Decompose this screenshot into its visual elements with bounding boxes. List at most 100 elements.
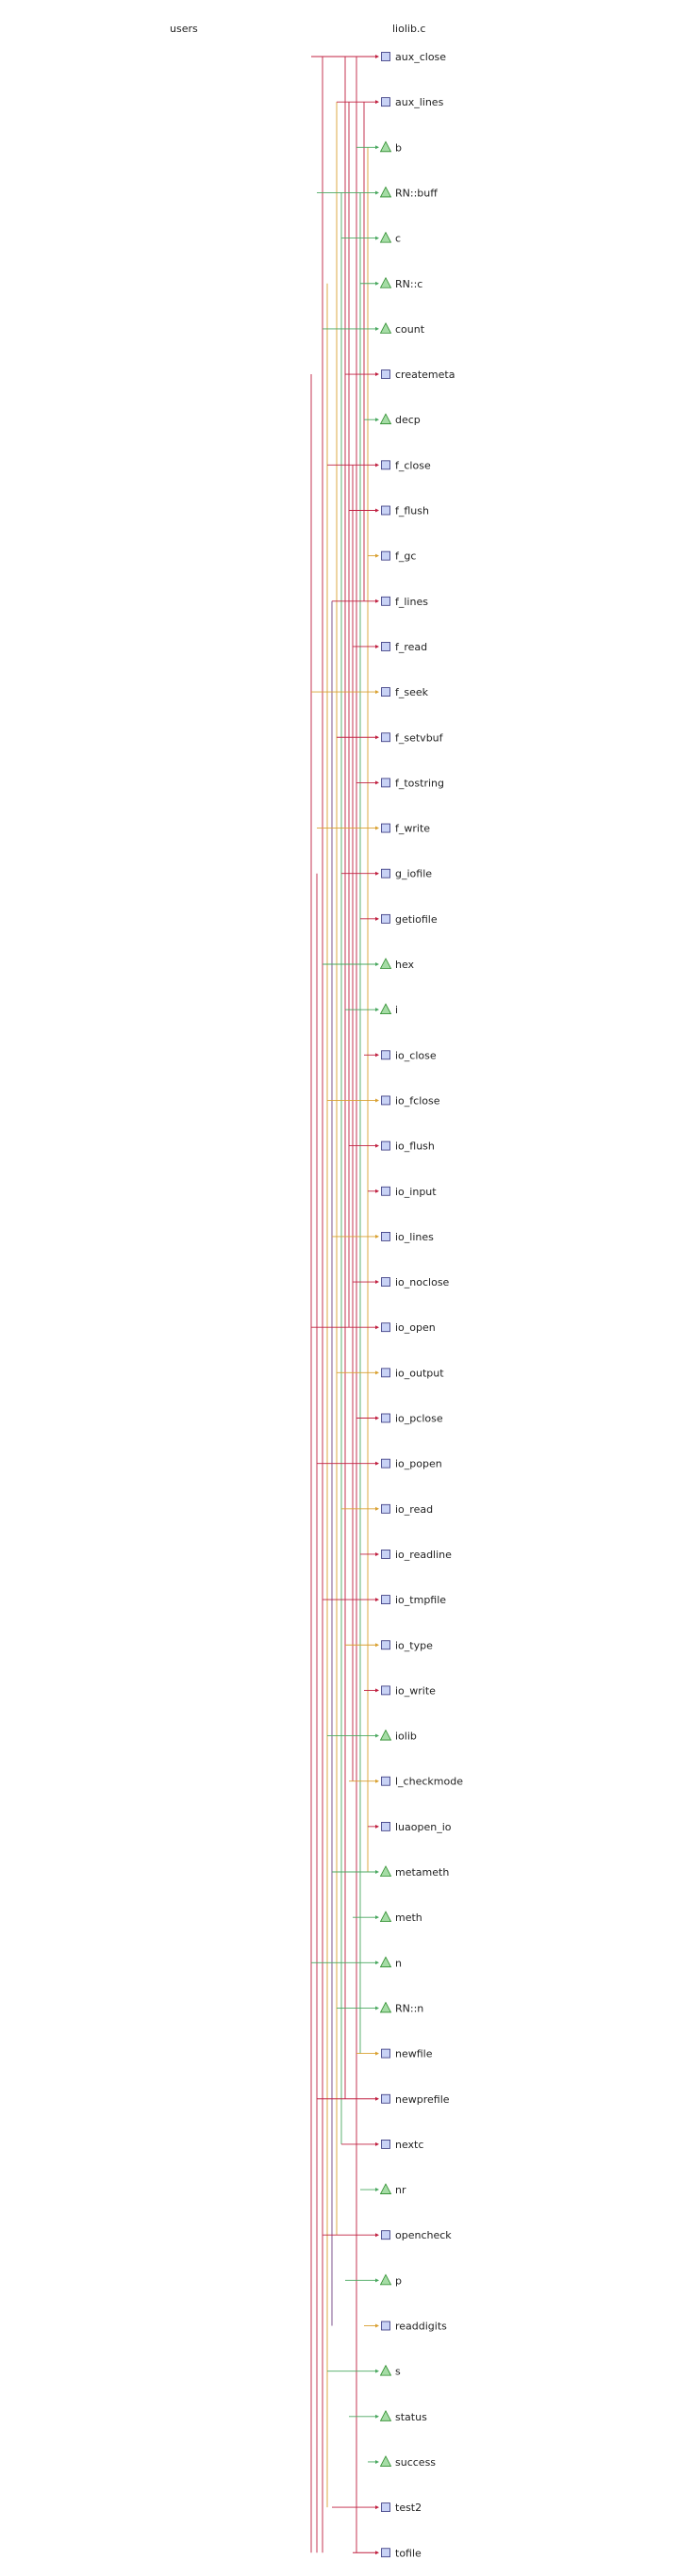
- arrow-head: [375, 1461, 379, 1466]
- symbol-label: f_tostring: [395, 777, 444, 789]
- arrow-head: [375, 735, 379, 740]
- function-icon: [381, 2321, 390, 2331]
- arrow-head: [375, 1551, 379, 1556]
- arrow-head: [375, 2369, 379, 2373]
- symbol-label: nextc: [395, 2139, 423, 2151]
- symbol-label: aux_lines: [395, 96, 444, 108]
- symbol-entry: io_input: [381, 1186, 437, 1198]
- symbol-entry: f_setvbuf: [381, 731, 444, 744]
- arrow-head: [375, 2323, 379, 2328]
- arrow-head: [375, 2459, 379, 2464]
- file-column-header: liolib.c: [392, 23, 425, 35]
- call-edges: [310, 55, 379, 2555]
- symbol-entry: meth: [379, 1911, 422, 1924]
- function-icon: [381, 1322, 390, 1333]
- arrow-head: [375, 1098, 379, 1103]
- arrow-head: [375, 2188, 379, 2192]
- symbol-label: meth: [395, 1911, 422, 1924]
- symbol-label: readdigits: [395, 2321, 447, 2333]
- arrow-head: [375, 418, 379, 422]
- symbol-label: io_popen: [395, 1458, 442, 1470]
- symbol-label: metameth: [395, 1866, 449, 1879]
- arrow-head: [375, 1325, 379, 1330]
- variable-icon: [379, 1911, 392, 1923]
- function-icon: [381, 2548, 390, 2558]
- symbol-entry: s: [379, 2364, 401, 2378]
- arrow-head: [375, 1779, 379, 1783]
- symbol-label: f_close: [395, 459, 431, 471]
- function-icon: [381, 868, 390, 878]
- symbol-label: count: [395, 323, 425, 336]
- symbol-label: io_lines: [395, 1231, 434, 1243]
- arrow-head: [375, 326, 379, 331]
- symbol-entry: io_popen: [381, 1458, 442, 1470]
- function-icon: [381, 369, 390, 379]
- arrow-head: [375, 190, 379, 195]
- arrow-head: [375, 2233, 379, 2238]
- arrow-head: [375, 1915, 379, 1920]
- symbol-entry: io_flush: [381, 1140, 435, 1153]
- symbol-entry: io_fclose: [381, 1094, 440, 1107]
- symbol-label: io_type: [395, 1639, 433, 1651]
- symbol-entry: opencheck: [381, 2229, 452, 2241]
- symbol-label: decp: [395, 414, 421, 426]
- arrow-head: [375, 1643, 379, 1648]
- function-icon: [381, 97, 390, 107]
- symbol-entry: tofile: [381, 2547, 422, 2559]
- symbol-label: io_read: [395, 1503, 433, 1516]
- function-icon: [381, 778, 390, 788]
- function-icon: [381, 1368, 390, 1378]
- symbol-label: aux_close: [395, 51, 446, 63]
- symbol-label: f_gc: [395, 550, 416, 563]
- symbol-entry: RN::n: [379, 2001, 423, 2014]
- symbol-label: b: [395, 141, 402, 154]
- variable-icon: [379, 1729, 392, 1741]
- symbol-entry: f_seek: [381, 686, 429, 698]
- arrow-head: [375, 1870, 379, 1874]
- symbol-label: io_fclose: [395, 1094, 440, 1107]
- arrow-head: [375, 644, 379, 648]
- arrow-head: [375, 100, 379, 105]
- arrow-head: [375, 1416, 379, 1420]
- symbol-entry: io_tmpfile: [381, 1594, 446, 1606]
- symbol-label: hex: [395, 959, 415, 971]
- symbol-entry: success: [379, 2455, 436, 2469]
- arrow-head: [375, 372, 379, 377]
- users-column-header: users: [170, 23, 198, 35]
- symbol-entry: f_flush: [381, 505, 429, 517]
- function-icon: [381, 1640, 390, 1650]
- symbol-label: nr: [395, 2184, 406, 2196]
- symbol-entry: getiofile: [381, 913, 438, 926]
- symbol-label: f_setvbuf: [395, 731, 444, 744]
- arrow-head: [375, 690, 379, 695]
- symbol-label: p: [395, 2274, 402, 2287]
- arrow-head: [375, 1961, 379, 1965]
- arrow-head: [375, 871, 379, 876]
- function-icon: [381, 2139, 390, 2149]
- symbol-label: io_output: [395, 1367, 444, 1379]
- symbol-entry: f_close: [381, 459, 431, 471]
- symbol-label: newprefile: [395, 2093, 450, 2106]
- function-icon: [381, 2093, 390, 2104]
- function-icon: [381, 52, 390, 61]
- arrow-head: [375, 826, 379, 830]
- arrow-head: [375, 780, 379, 785]
- symbol-entry: f_gc: [381, 550, 416, 563]
- symbol-entry: iolib: [379, 1729, 417, 1743]
- symbol-label: c: [395, 233, 401, 245]
- function-icon: [381, 460, 390, 470]
- arrow-head: [375, 145, 379, 150]
- symbol-label: success: [395, 2456, 436, 2469]
- symbol-label: io_readline: [395, 1549, 452, 1561]
- symbol-entry: io_lines: [381, 1231, 434, 1243]
- arrow-head: [375, 599, 379, 603]
- symbol-label: io_noclose: [395, 1276, 450, 1288]
- symbol-entry: i: [379, 1003, 398, 1016]
- arrow-head: [375, 1280, 379, 1285]
- arrow-head: [375, 463, 379, 468]
- symbol-label: l_checkmode: [395, 1776, 463, 1788]
- symbol-label: RN::n: [395, 2002, 423, 2014]
- function-icon: [381, 505, 390, 516]
- function-icon: [381, 642, 390, 651]
